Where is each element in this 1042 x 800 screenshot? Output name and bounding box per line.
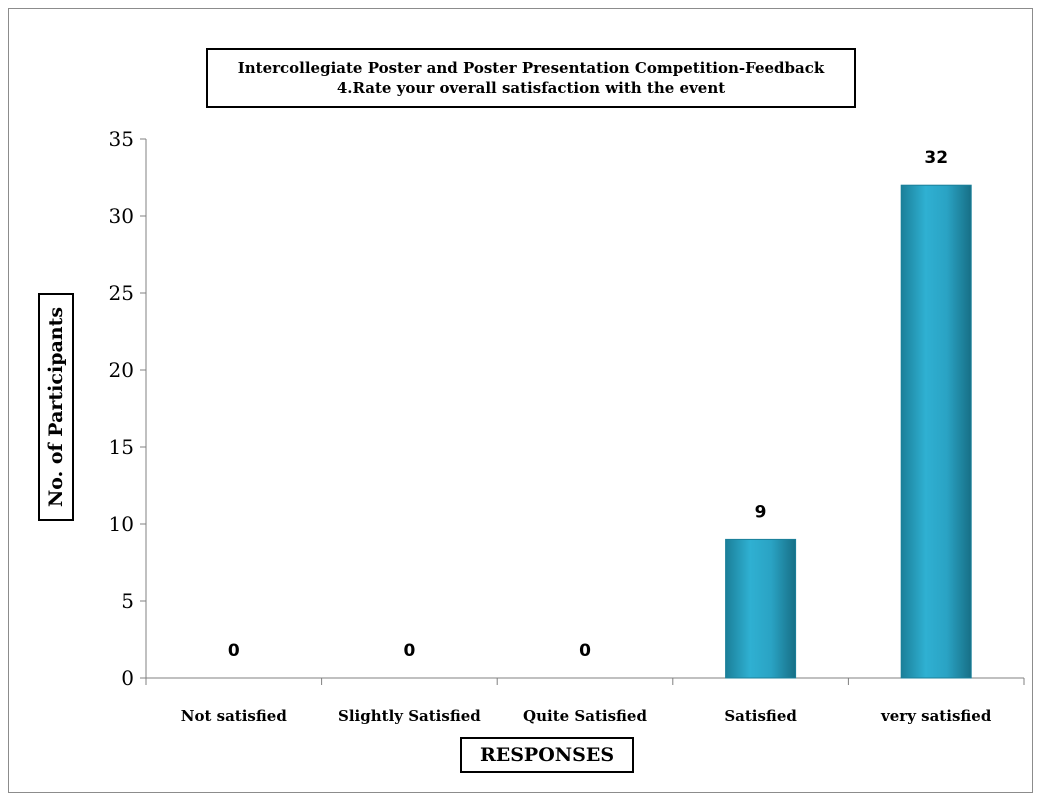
x-tick-label: Quite Satisfied — [523, 707, 647, 725]
data-label: 0 — [228, 641, 240, 661]
chart-title-line-2: 4.Rate your overall satisfaction with th… — [336, 79, 726, 97]
x-tick-label: Slightly Satisfied — [338, 707, 481, 725]
bars — [725, 184, 972, 679]
y-tick-label: 15 — [109, 435, 134, 459]
y-tick-label: 35 — [109, 127, 134, 151]
y-axis-label-text: No. of Participants — [45, 306, 68, 508]
y-tick-label: 20 — [109, 358, 134, 382]
x-tick-label: Satisfied — [724, 707, 797, 725]
data-label: 0 — [403, 641, 415, 661]
axes — [140, 138, 1025, 685]
data-label: 0 — [579, 641, 591, 661]
data-label: 9 — [755, 502, 767, 522]
y-axis-label: No. of Participants — [38, 293, 74, 521]
y-tick-label: 5 — [121, 589, 134, 613]
x-axis-label: RESPONSES — [460, 737, 634, 773]
x-tick-label: Not satisfied — [181, 707, 288, 725]
y-tick-label: 10 — [109, 512, 134, 536]
y-tick-label: 0 — [121, 666, 134, 690]
labels: 0 5 10 15 20 25 30 35 Not satisfied 0 Slightly Sat… — [109, 127, 992, 725]
x-axis-label-text: RESPONSES — [479, 744, 615, 766]
y-tick-label: 25 — [109, 281, 134, 305]
y-tick-label: 30 — [109, 204, 134, 228]
chart-title-line-1: Intercollegiate Poster and Poster Presen… — [237, 59, 825, 77]
bar — [900, 184, 972, 679]
x-tick-label: very satisfied — [880, 707, 992, 725]
chart-title: Intercollegiate Poster and Poster Presen… — [206, 48, 856, 108]
data-label: 32 — [924, 148, 948, 168]
chart-frame — [8, 8, 1033, 793]
bar — [725, 538, 797, 679]
